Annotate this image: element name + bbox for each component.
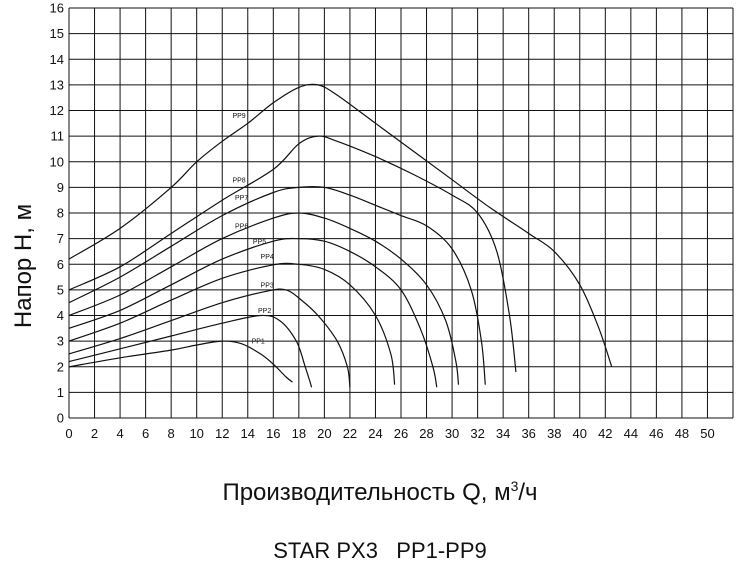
x-tick-label: 46 (649, 426, 663, 441)
x-tick-label: 24 (368, 426, 382, 441)
y-tick-label: 8 (57, 206, 64, 221)
y-tick-label: 9 (57, 180, 64, 195)
x-tick-label: 50 (700, 426, 714, 441)
y-tick-label: 13 (50, 77, 64, 92)
series-curve-pp2 (68, 314, 313, 388)
x-tick-label: 22 (343, 426, 357, 441)
x-tick-label: 40 (573, 426, 587, 441)
chart-title: STAR PX3 PP1-PP9 (273, 538, 487, 563)
x-tick-label: 32 (470, 426, 484, 441)
y-tick-label: 4 (57, 308, 64, 323)
series-curve-pp1 (68, 340, 293, 383)
x-tick-label: 6 (142, 426, 149, 441)
y-tick-label: 3 (57, 334, 64, 349)
y-tick-label: 6 (57, 257, 64, 272)
y-tick-label: 10 (50, 154, 64, 169)
x-tick-label: 2 (91, 426, 98, 441)
series-curve-pp4 (68, 262, 396, 385)
y-tick-label: 1 (57, 385, 64, 400)
x-tick-label: 20 (317, 426, 331, 441)
x-tick-label: 18 (292, 426, 306, 441)
x-tick-label: 38 (547, 426, 561, 441)
x-axis-label-text: Производительность Q, м (222, 479, 511, 506)
series-curve-pp9 (68, 83, 613, 367)
y-tick-label: 15 (50, 26, 64, 41)
series-label-pp4: PP4 (261, 254, 274, 261)
series-label-pp1: PP1 (252, 339, 265, 346)
series-label-pp8: PP8 (232, 177, 245, 184)
x-tick-label: 42 (598, 426, 612, 441)
grid (68, 7, 734, 419)
x-axis-label-sup: 3 (510, 478, 519, 494)
x-tick-label: 8 (168, 426, 175, 441)
x-tick-label: 12 (215, 426, 229, 441)
series-label-pp5: PP5 (253, 239, 266, 246)
x-tick-label: 26 (394, 426, 408, 441)
x-axis-label: Производительность Q, м3/ч (150, 478, 610, 507)
x-tick-label: 4 (116, 426, 123, 441)
series-label-pp6: PP6 (235, 223, 248, 230)
x-tick-label: 10 (189, 426, 203, 441)
y-tick-label: 14 (50, 52, 64, 67)
x-tick-label: 28 (419, 426, 433, 441)
y-tick-label: 16 (50, 1, 64, 16)
curves (68, 83, 613, 388)
series-curve-pp6 (68, 212, 460, 385)
series-label-pp9: PP9 (232, 113, 245, 120)
x-axis-label-suffix: /ч (518, 479, 538, 506)
y-tick-label: 5 (57, 282, 64, 297)
x-tick-label: 16 (266, 426, 280, 441)
series-label-pp2: PP2 (258, 308, 271, 315)
series-labels: PP1 PP2 PP3 PP4 PP5 PP6 PP7 PP8 PP9 (232, 113, 273, 346)
x-tick-label: 48 (675, 426, 689, 441)
x-tick-label: 44 (624, 426, 638, 441)
x-tick-label: 14 (241, 426, 255, 441)
series-label-pp7: PP7 (235, 195, 248, 202)
series-curve-pp3 (68, 288, 351, 388)
y-axis-label: Напор H, м (10, 203, 37, 329)
series-curve-pp7 (68, 185, 486, 385)
y-tick-label: 11 (51, 129, 65, 144)
y-tick-label: 2 (57, 359, 64, 374)
series-label-pp3: PP3 (261, 282, 274, 289)
y-tick-label: 0 (57, 411, 64, 426)
x-tick-label: 30 (445, 426, 459, 441)
y-tick-label: 7 (57, 231, 64, 246)
series-curve-pp5 (68, 237, 438, 388)
series-curve-pp8 (68, 135, 517, 372)
x-tick-label: 34 (496, 426, 510, 441)
x-ticks: 0 2 4 6 8 10 12 14 16 18 20 22 24 26 28 30 32 34 36 38 40 42 4… (65, 426, 714, 441)
y-tick-label: 12 (50, 103, 64, 118)
x-tick-label: 0 (65, 426, 72, 441)
x-tick-label: 36 (521, 426, 535, 441)
